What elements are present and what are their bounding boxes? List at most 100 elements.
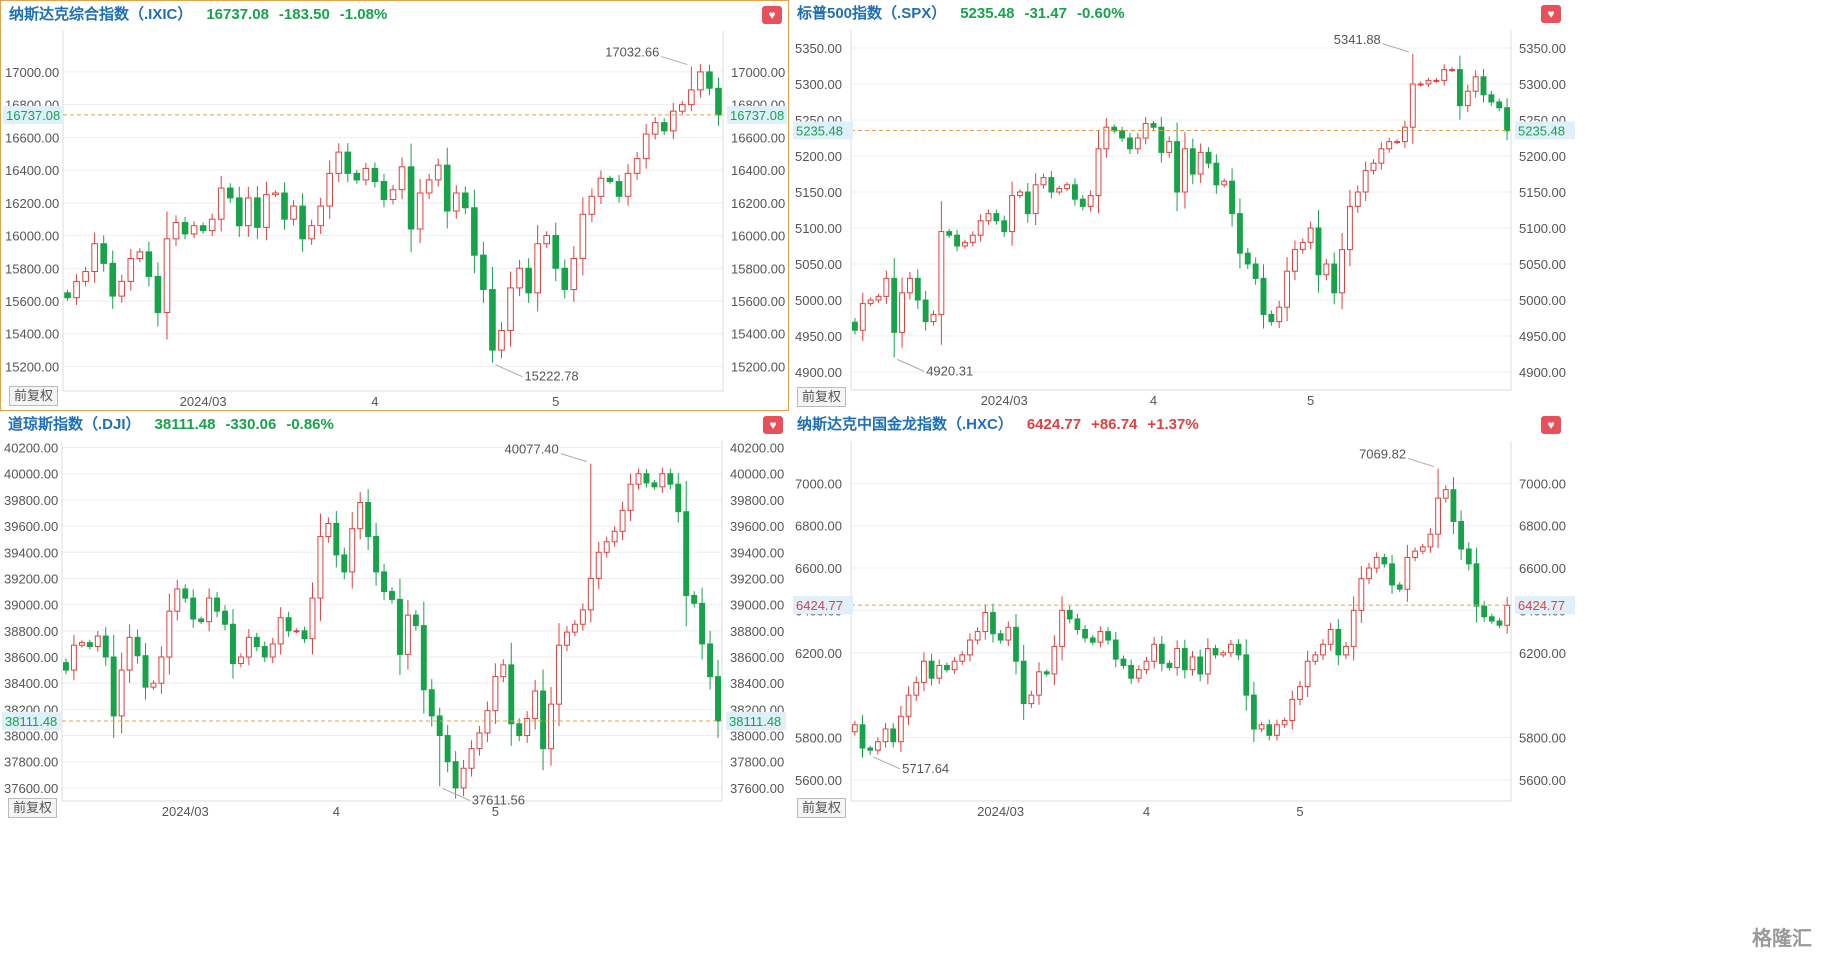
candle xyxy=(1396,582,1403,593)
heart-icon[interactable]: ♥ xyxy=(1541,5,1561,23)
index-change: -330.06 xyxy=(225,416,277,433)
index-title[interactable]: 纳斯达克综合指数（.IXIC） xyxy=(9,6,193,23)
candle xyxy=(982,604,989,640)
index-title[interactable]: 道琼斯指数（.DJI） xyxy=(8,416,141,433)
candle xyxy=(82,266,89,287)
candle-body xyxy=(109,262,117,297)
candle xyxy=(688,66,695,112)
candle-body xyxy=(471,207,478,256)
candle xyxy=(436,707,443,787)
candle-body xyxy=(1089,637,1096,643)
y-tick-label-left: 6800.00 xyxy=(795,519,842,534)
candle xyxy=(1291,240,1298,281)
candle-body xyxy=(1266,724,1273,736)
y-tick-label-right: 39200.00 xyxy=(730,571,784,586)
candle-body xyxy=(444,735,451,763)
y-tick-label-right: 38400.00 xyxy=(730,676,784,691)
chart-panel-ixic[interactable]: 纳斯达克综合指数（.IXIC） 16737.08 -183.50 -1.08% ♥ 1… xyxy=(0,0,789,411)
candle xyxy=(1048,171,1055,199)
candlestick-chart[interactable]: 40200.00 40200.00 40000.00 40000.00 39800.00… xyxy=(0,411,789,822)
candle-body xyxy=(1079,198,1086,207)
candle xyxy=(1350,596,1357,661)
adjust-mode-button[interactable]: 前复权 xyxy=(9,386,59,406)
candle-body xyxy=(182,588,189,599)
candle xyxy=(928,653,935,686)
candlestick-chart[interactable]: 5350.005350.005300.005300.005250.005250.… xyxy=(789,0,1575,411)
candle-body xyxy=(365,502,372,538)
candle xyxy=(563,626,570,652)
y-tick-label-left: 39600.00 xyxy=(4,519,58,534)
chart-panel-hxc[interactable]: 纳斯达克中国金龙指数（.HXC） 6424.77 +86.74 +1.37% ♥ 70… xyxy=(789,411,1575,822)
high-annotation-line xyxy=(560,453,587,463)
candle xyxy=(299,193,306,252)
candle-body xyxy=(525,267,532,294)
candle xyxy=(326,160,334,219)
candle xyxy=(86,639,93,650)
adjust-mode-button[interactable]: 前复权 xyxy=(797,798,847,818)
y-tick-label-left: 16200.00 xyxy=(5,196,59,211)
candle xyxy=(1362,161,1369,201)
candle-body xyxy=(1442,489,1449,499)
candle-body xyxy=(867,299,874,305)
candle xyxy=(263,181,270,241)
current-price-label: 38111.48 xyxy=(729,714,781,729)
heart-icon[interactable]: ♥ xyxy=(763,416,783,434)
y-tick-label-left: 5800.00 xyxy=(795,730,842,745)
chart-panel-dji[interactable]: 道琼斯指数（.DJI） 38111.48 -330.06 -0.86% ♥ 40200… xyxy=(0,411,789,822)
candle-body xyxy=(1346,205,1353,251)
candle xyxy=(651,480,658,490)
candle xyxy=(1327,622,1334,651)
candle xyxy=(946,228,953,238)
candle xyxy=(525,258,532,303)
candlestick-chart[interactable]: 17000.0017000.0016800.0016800.0016600.00… xyxy=(1,1,790,412)
candle xyxy=(407,143,415,253)
candle xyxy=(882,723,889,748)
candle-body xyxy=(489,289,496,351)
candle xyxy=(1071,178,1078,206)
candle xyxy=(309,582,316,655)
adjust-mode-button[interactable]: 前复权 xyxy=(8,798,58,818)
y-tick-label-left: 4900.00 xyxy=(795,365,842,380)
candle-body xyxy=(335,151,343,174)
candle-body xyxy=(199,225,207,232)
index-change-pct: -1.08% xyxy=(339,6,388,23)
current-price-label: 16737.08 xyxy=(6,108,60,123)
candle xyxy=(1458,510,1464,561)
adjust-mode-button[interactable]: 前复权 xyxy=(797,387,847,407)
candle xyxy=(691,591,698,608)
index-title[interactable]: 标普500指数（.SPX） xyxy=(797,5,947,22)
y-tick-label-left: 17000.00 xyxy=(5,65,59,80)
candle-body xyxy=(1456,69,1463,107)
candle-body xyxy=(70,644,77,671)
index-title[interactable]: 纳斯达克中国金龙指数（.HXC） xyxy=(797,416,1013,433)
candle-body xyxy=(158,656,165,684)
candle xyxy=(1235,639,1242,661)
candle xyxy=(1412,547,1418,562)
heart-icon[interactable]: ♥ xyxy=(762,6,782,24)
candle xyxy=(208,213,216,237)
candle-body xyxy=(1189,656,1196,671)
candle-body xyxy=(859,303,866,331)
candle-body xyxy=(1419,546,1426,552)
candle xyxy=(118,652,125,734)
chart-panel-spx[interactable]: 标普500指数（.SPX） 5235.48 -31.47 -0.60% ♥ 5350.… xyxy=(789,0,1575,411)
candle-body xyxy=(1181,648,1188,671)
candle xyxy=(1473,547,1480,623)
candle-body xyxy=(1074,618,1081,630)
candle-body xyxy=(691,594,698,604)
candle xyxy=(235,186,243,237)
candle-body xyxy=(1036,671,1042,696)
candle-body xyxy=(524,718,531,737)
candle xyxy=(389,184,397,205)
heart-icon[interactable]: ♥ xyxy=(1541,416,1561,434)
candle-body xyxy=(134,636,141,657)
candle-body xyxy=(484,710,491,734)
candle-body xyxy=(172,221,180,240)
candle xyxy=(357,491,364,540)
candle xyxy=(1320,639,1326,661)
candle xyxy=(362,163,370,186)
y-tick-label-left: 5050.00 xyxy=(795,257,842,272)
candle xyxy=(556,623,562,727)
candlestick-chart[interactable]: 7000.00 7000.00 6800.00 6800.00 6600.00 6600.… xyxy=(789,411,1575,822)
candle xyxy=(398,157,406,200)
